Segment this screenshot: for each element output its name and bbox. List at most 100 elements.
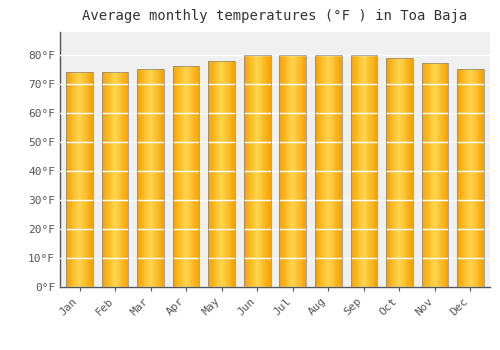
Bar — [457, 69, 484, 287]
Bar — [123, 72, 124, 287]
Bar — [76, 72, 77, 287]
Bar — [328, 55, 329, 287]
Bar — [189, 66, 190, 287]
Bar — [395, 58, 396, 287]
Bar — [267, 55, 268, 287]
Bar — [173, 66, 174, 287]
Bar — [386, 58, 412, 287]
Bar — [179, 66, 180, 287]
Bar — [264, 55, 265, 287]
Bar — [122, 72, 123, 287]
Bar — [432, 63, 433, 287]
Bar — [355, 55, 356, 287]
Bar — [102, 72, 128, 287]
Bar — [266, 55, 267, 287]
Bar — [390, 58, 392, 287]
Bar — [252, 55, 253, 287]
Bar — [163, 69, 164, 287]
Bar — [284, 55, 285, 287]
Bar — [290, 55, 291, 287]
Bar — [74, 72, 75, 287]
Bar — [125, 72, 126, 287]
Bar — [158, 69, 160, 287]
Bar — [67, 72, 68, 287]
Bar — [198, 66, 200, 287]
Bar — [228, 61, 229, 287]
Bar — [139, 69, 140, 287]
Bar — [82, 72, 83, 287]
Bar — [112, 72, 114, 287]
Bar — [104, 72, 106, 287]
Bar — [481, 69, 482, 287]
Bar — [250, 55, 251, 287]
Bar — [468, 69, 469, 287]
Bar — [388, 58, 390, 287]
Bar — [208, 61, 235, 287]
Bar — [116, 72, 117, 287]
Bar — [296, 55, 297, 287]
Bar — [441, 63, 442, 287]
Bar — [224, 61, 225, 287]
Bar — [268, 55, 269, 287]
Bar — [372, 55, 374, 287]
Bar — [138, 69, 164, 287]
Bar — [392, 58, 393, 287]
Bar — [285, 55, 286, 287]
Bar — [444, 63, 446, 287]
Bar — [80, 72, 82, 287]
Bar — [443, 63, 444, 287]
Bar — [147, 69, 148, 287]
Bar — [106, 72, 107, 287]
Bar — [442, 63, 443, 287]
Bar — [374, 55, 376, 287]
Bar — [430, 63, 432, 287]
Bar — [475, 69, 476, 287]
Bar — [360, 55, 361, 287]
Bar — [91, 72, 92, 287]
Bar — [216, 61, 218, 287]
Bar — [483, 69, 484, 287]
Bar — [304, 55, 305, 287]
Bar — [107, 72, 108, 287]
Bar — [138, 69, 139, 287]
Bar — [142, 69, 144, 287]
Bar — [118, 72, 120, 287]
Bar — [470, 69, 472, 287]
Bar — [478, 69, 480, 287]
Bar — [188, 66, 189, 287]
Bar — [265, 55, 266, 287]
Bar — [387, 58, 388, 287]
Bar — [280, 55, 306, 287]
Bar — [386, 58, 387, 287]
Bar — [340, 55, 342, 287]
Bar — [162, 69, 163, 287]
Bar — [126, 72, 128, 287]
Bar — [114, 72, 115, 287]
Bar — [400, 58, 401, 287]
Bar — [362, 55, 363, 287]
Bar — [281, 55, 282, 287]
Bar — [289, 55, 290, 287]
Bar — [305, 55, 306, 287]
Bar — [212, 61, 213, 287]
Bar — [180, 66, 181, 287]
Bar — [140, 69, 141, 287]
Bar — [424, 63, 425, 287]
Bar — [246, 55, 248, 287]
Bar — [190, 66, 192, 287]
Bar — [221, 61, 222, 287]
Bar — [70, 72, 72, 287]
Bar — [233, 61, 234, 287]
Bar — [409, 58, 410, 287]
Bar — [227, 61, 228, 287]
Bar — [422, 63, 424, 287]
Bar — [282, 55, 283, 287]
Bar — [232, 61, 233, 287]
Bar — [336, 55, 337, 287]
Bar — [90, 72, 91, 287]
Bar — [144, 69, 146, 287]
Bar — [331, 55, 332, 287]
Title: Average monthly temperatures (°F ) in Toa Baja: Average monthly temperatures (°F ) in To… — [82, 9, 468, 23]
Bar — [69, 72, 70, 287]
Bar — [315, 55, 342, 287]
